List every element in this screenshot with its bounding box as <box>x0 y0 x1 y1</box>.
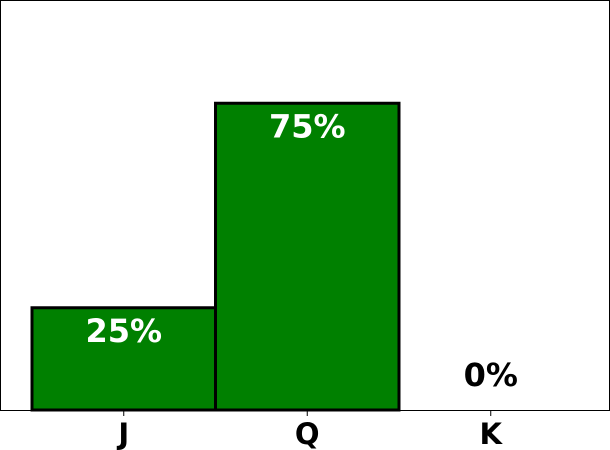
value-labels-group: 25% 75% 0% <box>85 107 517 394</box>
x-ticks-group <box>123 410 492 416</box>
x-tick-label-j: J <box>116 417 129 450</box>
bar-q <box>214 101 401 412</box>
x-tick-label-q: Q <box>295 417 320 450</box>
value-label-j: 25% <box>85 312 162 350</box>
value-label-k: 0% <box>464 356 518 394</box>
x-tick-label-k: K <box>480 417 504 450</box>
value-label-q: 75% <box>269 107 346 145</box>
bars-group <box>30 101 401 412</box>
